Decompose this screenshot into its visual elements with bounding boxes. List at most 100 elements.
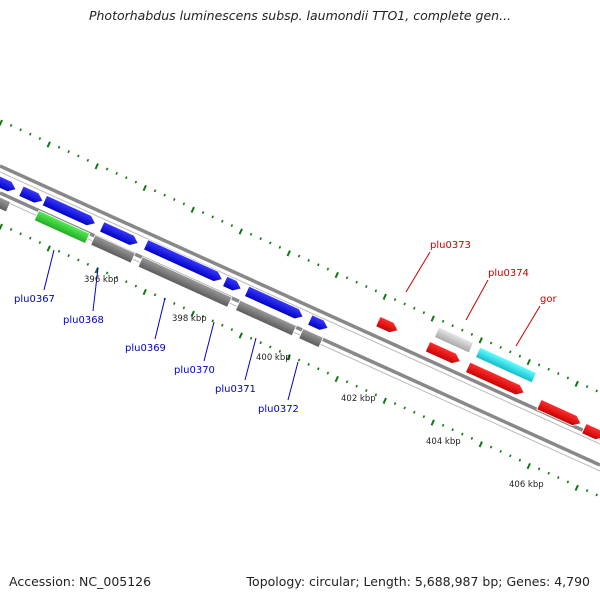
outer-tick — [67, 150, 70, 154]
inner-tick — [46, 245, 51, 252]
outer-tick — [190, 206, 195, 213]
red-gene-arrow[interactable] — [464, 361, 526, 398]
outer-tick — [115, 171, 118, 175]
topology-value: circular; — [309, 574, 360, 589]
blue-gene-arrow[interactable] — [222, 275, 244, 293]
gene-label-plu0370[interactable]: plu0370 — [174, 365, 215, 376]
outer-tick — [585, 385, 589, 389]
outer-tick — [86, 158, 90, 162]
outer-tick — [105, 167, 109, 171]
label-leader-line — [43, 249, 55, 291]
blue-gene-arrow[interactable] — [98, 221, 141, 249]
gene-label-plu0368[interactable]: plu0368 — [63, 315, 104, 326]
label-leader-line — [405, 251, 431, 293]
accession-label: Accession: — [9, 574, 76, 589]
outer-tick — [134, 180, 138, 184]
outer-tick — [499, 345, 502, 349]
backbone-inner — [0, 171, 600, 445]
gene-label-plu0373[interactable]: plu0373 — [430, 240, 471, 251]
blue-gene-arrow[interactable] — [307, 314, 331, 333]
inner-tick — [9, 228, 13, 231]
grey-gene-bar[interactable] — [90, 234, 136, 264]
inner-tick — [382, 397, 387, 404]
outer-tick — [125, 176, 128, 180]
tick-label: 402 kbp — [341, 394, 376, 404]
outer-tick — [470, 332, 474, 336]
outer-tick — [142, 184, 147, 192]
blue-gene-arrow[interactable] — [243, 285, 305, 322]
inner-tick — [393, 402, 397, 406]
outer-tick — [547, 367, 550, 371]
outer-tick — [413, 306, 416, 310]
inner-tick — [374, 393, 378, 397]
gene-label-plu0374[interactable]: plu0374 — [488, 268, 529, 279]
inner-tick — [422, 415, 426, 419]
outer-tick — [238, 228, 243, 235]
gene-label-gor[interactable]: gor — [540, 294, 557, 305]
grey-gene-bar[interactable] — [298, 327, 324, 349]
blue-gene-arrow[interactable] — [18, 185, 45, 206]
inner-tick — [345, 380, 349, 384]
outer-tick — [297, 254, 301, 258]
outer-tick — [201, 211, 205, 214]
outer-tick — [403, 302, 406, 306]
grey-gene-bar[interactable] — [137, 256, 233, 308]
inner-tick — [403, 406, 406, 410]
red-gene-arrow[interactable] — [375, 315, 401, 335]
outer-tick — [557, 372, 560, 376]
length-label: Length: — [363, 574, 411, 589]
label-leader-line — [287, 361, 299, 401]
red-gene-arrow[interactable] — [536, 398, 583, 428]
cyan-trna-bar[interactable] — [474, 346, 538, 384]
inner-tick — [451, 428, 454, 432]
grey-gene-bar[interactable] — [234, 299, 298, 337]
inner-tick — [526, 462, 531, 470]
inner-tick — [182, 306, 186, 310]
inner-tick — [509, 454, 512, 458]
tick-label: 406 kbp — [509, 480, 544, 490]
blue-gene-arrow[interactable] — [41, 194, 98, 228]
inner-tick — [259, 341, 262, 345]
gene-label-plu0367[interactable]: plu0367 — [14, 294, 55, 305]
outer-tick — [249, 232, 253, 236]
inner-tick — [441, 423, 445, 427]
inner-tick — [67, 254, 70, 258]
inner-tick — [19, 232, 22, 236]
tick-label: 396 kbp — [84, 275, 119, 285]
blue-gene-arrow[interactable] — [0, 174, 18, 194]
topology-label: Topology: — [246, 574, 306, 589]
light-grey-gene-bar[interactable] — [433, 326, 475, 354]
inner-tick — [585, 489, 589, 493]
inner-tick — [478, 441, 483, 448]
inner-tick — [557, 476, 560, 480]
gene-label-plu0369[interactable]: plu0369 — [125, 343, 166, 354]
inner-tick — [489, 445, 493, 449]
outer-tick — [259, 237, 262, 241]
inner-tick — [334, 375, 339, 383]
green-rrna-bar[interactable] — [33, 209, 91, 245]
inner-tick — [461, 432, 464, 436]
grey-gene-bar[interactable] — [0, 195, 12, 213]
gene-features — [0, 174, 600, 441]
outer-tick — [430, 315, 435, 322]
outer-tick — [334, 271, 339, 279]
outer-tick — [46, 141, 51, 148]
gene-label-plu0371[interactable]: plu0371 — [215, 384, 256, 395]
tick-label: 398 kbp — [172, 314, 207, 324]
blue-gene-arrow[interactable] — [142, 239, 224, 285]
inner-tick — [134, 284, 138, 288]
inner-tick — [547, 471, 550, 475]
outer-tick — [574, 380, 579, 387]
gene-label-plu0372[interactable]: plu0372 — [258, 404, 299, 415]
red-gene-arrow[interactable] — [424, 341, 462, 367]
inner-tick — [105, 271, 109, 275]
label-leader-line — [203, 321, 215, 362]
backbone-outer — [0, 164, 600, 440]
outer-tick — [307, 258, 310, 262]
outer-tick — [230, 224, 234, 228]
inner-tick — [317, 367, 320, 371]
genes-label: Genes: — [506, 574, 551, 589]
inner-tick — [142, 288, 147, 296]
outer-tick — [163, 193, 166, 197]
